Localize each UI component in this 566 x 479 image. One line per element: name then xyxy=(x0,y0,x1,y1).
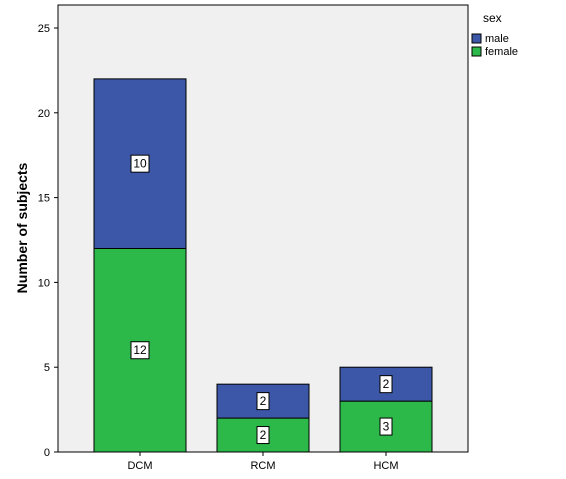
y-tick-label: 0 xyxy=(44,447,50,459)
bar-segment-male-rcm xyxy=(216,383,310,419)
y-tick-label: 15 xyxy=(38,193,50,205)
x-tick-label: DCM xyxy=(127,460,152,472)
data-label: 3 xyxy=(383,420,390,434)
legend-swatch-male xyxy=(471,33,482,44)
y-axis-title: Number of subjects xyxy=(14,162,30,293)
y-axis: 0 5 10 15 20 25 xyxy=(38,23,58,459)
x-tick-label: RCM xyxy=(250,460,275,472)
data-label-box xyxy=(130,154,150,173)
y-tick-label: 10 xyxy=(38,277,50,289)
data-label: 2 xyxy=(260,394,267,408)
data-label-box xyxy=(256,392,270,411)
y-tick-label: 20 xyxy=(38,108,50,120)
x-tick-label: HCM xyxy=(373,460,398,472)
y-tick-label: 5 xyxy=(44,362,50,374)
legend-label-male: male xyxy=(485,33,509,45)
legend-title: sex xyxy=(483,11,502,25)
x-axis: DCM RCM HCM xyxy=(127,452,399,472)
data-label-box xyxy=(130,341,150,360)
data-label: 2 xyxy=(260,428,267,442)
data-label: 2 xyxy=(383,377,390,391)
data-labels: 12 10 2 2 3 2 xyxy=(130,154,393,445)
y-tick-label: 25 xyxy=(38,23,50,35)
data-label-box xyxy=(379,417,393,436)
data-label: 10 xyxy=(133,157,147,171)
data-label-box xyxy=(256,426,270,445)
data-label-box xyxy=(379,375,393,394)
legend-swatch-female xyxy=(471,46,482,57)
legend-label-female: female xyxy=(485,46,518,58)
data-label: 12 xyxy=(133,343,147,357)
